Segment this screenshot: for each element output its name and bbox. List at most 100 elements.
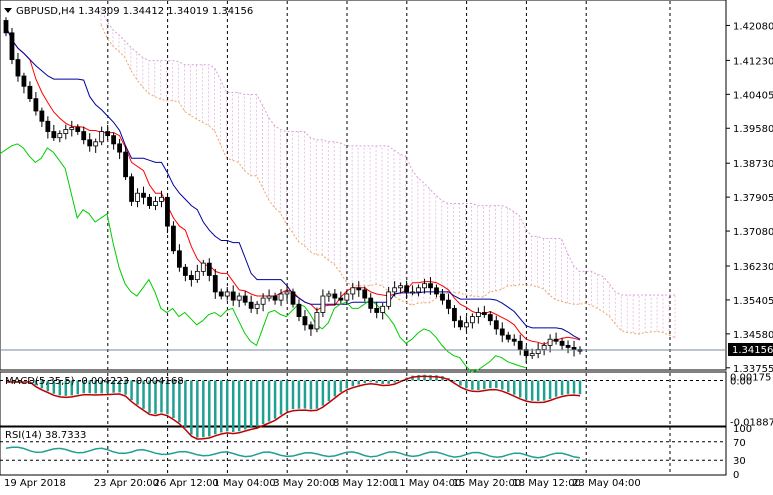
candle-body [392,287,398,293]
rsi-tick-label: 30 [733,456,746,467]
candle-body [9,32,15,60]
rsi-tick-label: 0 [733,470,739,481]
candle-body [338,297,344,301]
grid-lines [0,1,726,475]
candle-body [463,322,469,328]
candle-body [236,295,242,301]
y-tick-label: 1.39580 [733,124,773,135]
macd-signal-line [6,375,581,440]
x-tick-label: 8 May 12:00 [333,478,395,489]
candle-body [33,98,39,112]
candle-body [374,307,380,313]
candle-body [123,151,128,178]
candle-body [111,135,117,145]
x-tick-label: 23 May 04:00 [572,478,641,489]
senkou-span-b [100,7,675,296]
candle-body [69,127,75,130]
candle-body [171,225,176,252]
candle-body [3,20,9,34]
dropdown-triangle-icon[interactable] [4,8,12,13]
candle-body [434,287,439,295]
candle-body [326,293,332,297]
x-tick-label: 3 May 20:00 [273,478,335,489]
x-tick-label: 19 Apr 2018 [4,478,66,489]
candle-body [553,338,559,342]
x-tick-label: 23 Apr 20:00 [94,478,159,489]
candle-body [410,291,415,294]
chikou-span-line [0,143,526,373]
candle-body [308,324,314,330]
candle-body [15,59,21,77]
candle-body [39,110,45,122]
candle-body [75,127,81,132]
candle-body [440,293,445,301]
macd-histogram [0,374,726,440]
candle-body [248,301,254,309]
candle-body [529,353,535,357]
candle-body [135,192,140,202]
candle-body [559,340,565,346]
candle-body [499,328,505,336]
y-tick-label: 1.34580 [733,330,773,341]
rsi-tick-label: 100 [733,424,752,435]
candle-body [272,295,278,301]
y-tick-label: 1.40405 [733,90,773,101]
candle-body [535,349,541,355]
candle-body [446,299,451,309]
candle-body [51,131,57,139]
candle-body [87,139,93,147]
candle-body [314,312,320,330]
candle-body [302,316,308,326]
rsi-tick-label: 70 [733,438,746,449]
candle-body [511,338,517,342]
y-tick-label: 1.35405 [733,296,773,307]
candle-body [547,338,553,346]
ichimoku-cloud [100,7,676,339]
candle-body [517,340,523,350]
candle-body [218,291,224,297]
candle-body [188,275,194,280]
candle-body [469,316,475,324]
rsi-title: RSI(14) 38.7333 [5,430,86,441]
y-tick-label: 1.41230 [733,56,773,67]
candle-body [254,303,260,309]
candle-body [99,131,105,143]
rsi-panel-frame [0,426,727,476]
candle-body [105,131,111,137]
candle-body [194,270,200,280]
candle-body [260,297,266,305]
candle-body [57,133,63,139]
x-tick-label: 18 May 12:00 [512,478,581,489]
candle-body [380,305,386,313]
y-tick-label: 1.37905 [733,193,773,204]
y-tick-label: 1.37080 [733,227,773,238]
x-tick-label: 1 May 04:00 [213,478,275,489]
rsi-line [5,446,581,459]
candle-body [386,291,392,307]
price-candles [3,17,583,363]
candle-body [165,196,170,227]
candle-body [416,287,421,293]
candle-body [565,344,571,348]
candle-body [458,320,463,328]
candle-body [230,291,236,301]
candle-body [284,291,290,295]
candle-body [481,312,487,315]
macd-panel-frame [0,371,727,427]
candle-body [278,293,284,301]
candle-body [224,291,230,297]
candle-body [63,129,69,134]
candle-body [505,334,511,340]
candle-body [93,141,99,147]
candle-body [212,275,218,293]
candle-body [21,75,27,87]
candle-body [571,347,577,350]
indicator-lines [0,26,581,373]
current-price-label: 1.34156 [732,345,773,356]
current-price-box [728,343,773,356]
candle-body [45,120,51,132]
macd-tick-label: 0.00 [730,377,752,388]
candle-body [487,314,493,322]
